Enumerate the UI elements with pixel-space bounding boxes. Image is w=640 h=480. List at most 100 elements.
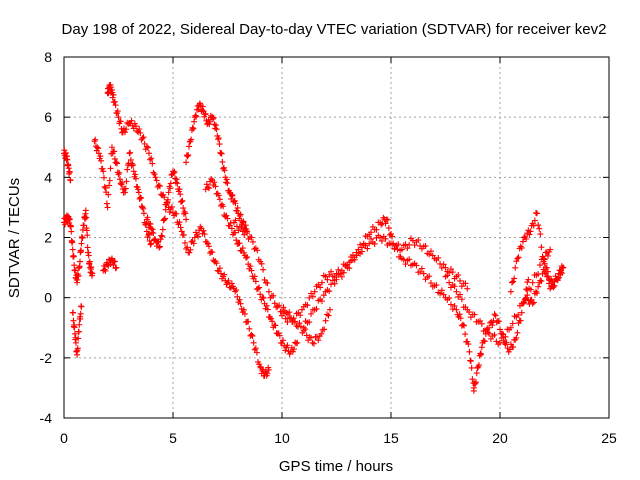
- data-point: [320, 292, 327, 299]
- data-point: [271, 300, 278, 307]
- data-point: [70, 317, 77, 324]
- data-point: [122, 189, 129, 196]
- data-point: [136, 125, 143, 132]
- data-point: [148, 240, 155, 247]
- data-point: [190, 240, 197, 247]
- data-point: [130, 162, 137, 169]
- x-axis-label: GPS time / hours: [279, 458, 393, 475]
- data-point: [168, 203, 175, 210]
- data-point: [162, 215, 169, 222]
- data-point: [72, 339, 79, 346]
- data-point: [223, 212, 230, 219]
- data-point: [106, 177, 113, 184]
- data-point: [298, 306, 305, 313]
- data-point: [164, 200, 171, 207]
- data-point: [167, 185, 174, 192]
- data-point: [70, 309, 77, 316]
- data-point: [84, 232, 91, 239]
- data-point: [532, 288, 539, 295]
- data-point: [74, 345, 81, 352]
- data-point: [368, 229, 375, 236]
- data-point: [495, 318, 502, 325]
- data-point: [538, 278, 545, 285]
- data-point: [328, 268, 335, 275]
- data-point: [77, 316, 84, 323]
- data-point: [146, 150, 153, 157]
- data-point: [282, 347, 289, 354]
- data-point: [537, 277, 544, 284]
- data-point: [520, 299, 527, 306]
- data-point: [224, 180, 231, 187]
- data-point: [258, 260, 265, 267]
- data-point: [249, 238, 256, 245]
- data-point: [140, 134, 147, 141]
- data-point: [126, 150, 133, 157]
- data-point: [233, 287, 240, 294]
- data-point: [455, 272, 462, 279]
- data-point: [123, 126, 130, 133]
- data-point: [147, 156, 154, 163]
- data-point: [189, 124, 196, 131]
- data-point: [122, 185, 129, 192]
- data-point: [447, 266, 454, 273]
- data-point: [291, 318, 298, 325]
- data-point: [265, 366, 272, 373]
- data-point: [193, 113, 200, 120]
- data-point: [166, 209, 173, 216]
- data-point: [107, 84, 114, 91]
- data-point: [451, 283, 458, 290]
- data-point: [538, 244, 545, 251]
- data-point: [66, 169, 73, 176]
- data-point: [221, 167, 228, 174]
- data-point: [459, 321, 466, 328]
- data-point: [297, 312, 304, 319]
- data-point: [221, 271, 228, 278]
- data-point: [536, 225, 543, 232]
- data-point: [255, 285, 262, 292]
- data-point: [233, 207, 240, 214]
- data-point: [68, 228, 75, 235]
- data-point: [240, 249, 247, 256]
- data-point: [415, 237, 422, 244]
- data-point: [218, 150, 225, 157]
- data-point: [225, 277, 232, 284]
- data-point: [150, 230, 157, 237]
- data-point: [174, 180, 181, 187]
- data-point: [550, 284, 557, 291]
- data-point: [264, 370, 271, 377]
- data-point: [140, 210, 147, 217]
- data-point: [251, 273, 258, 280]
- data-point: [534, 210, 541, 217]
- data-point: [88, 264, 95, 271]
- data-point: [142, 221, 149, 228]
- data-point: [66, 216, 73, 223]
- data-point: [215, 135, 222, 142]
- data-point: [466, 309, 473, 316]
- data-point: [71, 330, 78, 337]
- data-point: [544, 252, 551, 259]
- data-point: [297, 323, 304, 330]
- data-point: [83, 214, 90, 221]
- data-point: [470, 387, 477, 394]
- data-point: [116, 176, 123, 183]
- data-point: [263, 302, 270, 309]
- data-point: [308, 310, 315, 317]
- data-point: [184, 244, 191, 251]
- data-point: [510, 344, 517, 351]
- data-point: [100, 174, 107, 181]
- data-point: [82, 207, 89, 214]
- data-point: [132, 171, 139, 178]
- data-point: [248, 331, 255, 338]
- data-point: [475, 362, 482, 369]
- data-point: [228, 192, 235, 199]
- data-point: [517, 243, 524, 250]
- data-point: [108, 144, 115, 151]
- data-point: [244, 254, 251, 261]
- data-point: [468, 364, 475, 371]
- data-point: [272, 322, 279, 329]
- data-point: [368, 235, 375, 242]
- y-tick-label: 2: [44, 230, 52, 246]
- data-point: [216, 141, 223, 148]
- data-point: [510, 278, 517, 285]
- data-point: [178, 228, 185, 235]
